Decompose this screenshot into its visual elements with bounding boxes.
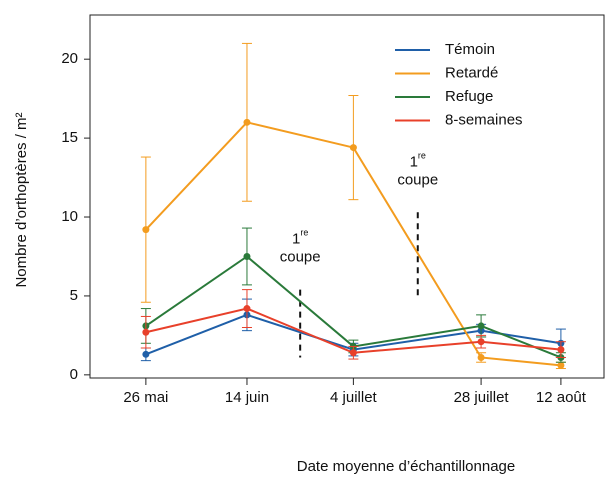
y-tick-label: 10: [61, 208, 78, 225]
annotation-sup: re: [418, 151, 426, 161]
annotation-text: coupe: [280, 249, 321, 266]
x-tick-label: 4 juillet: [330, 389, 378, 406]
x-axis-label: Date moyenne d’échantillonnage: [297, 458, 516, 475]
point: [243, 118, 251, 126]
point: [477, 338, 485, 346]
x-tick-label: 28 juillet: [454, 389, 510, 406]
point: [349, 144, 357, 152]
y-axis-label: Nombre d’orthoptères / m²: [13, 112, 30, 287]
x-tick-label: 26 mai: [123, 389, 168, 406]
point: [477, 353, 485, 361]
legend-label: Témoin: [445, 41, 495, 58]
y-tick-label: 5: [70, 287, 78, 304]
point: [477, 322, 485, 330]
point: [142, 350, 150, 358]
x-tick-label: 12 août: [536, 389, 587, 406]
legend-label: Refuge: [445, 88, 493, 105]
legend-label: Retardé: [445, 64, 498, 81]
annotation-text: 1re: [410, 151, 426, 171]
annotation-text: 1re: [292, 228, 308, 248]
point: [142, 328, 150, 336]
plot-frame: [89, 14, 605, 379]
annotation-text: coupe: [397, 171, 438, 188]
annotation-number: 1: [410, 153, 418, 170]
point: [349, 349, 357, 357]
y-tick-label: 0: [70, 366, 78, 383]
y-tick-label: 20: [61, 50, 78, 67]
point: [557, 346, 565, 354]
legend-label: 8-semaines: [445, 111, 523, 128]
point: [243, 305, 251, 313]
point: [557, 361, 565, 369]
x-tick-label: 14 juin: [225, 389, 269, 406]
point: [243, 252, 251, 260]
annotation-sup: re: [300, 228, 308, 238]
y-tick-label: 15: [61, 129, 78, 146]
annotation-number: 1: [292, 231, 300, 248]
point: [142, 226, 150, 234]
